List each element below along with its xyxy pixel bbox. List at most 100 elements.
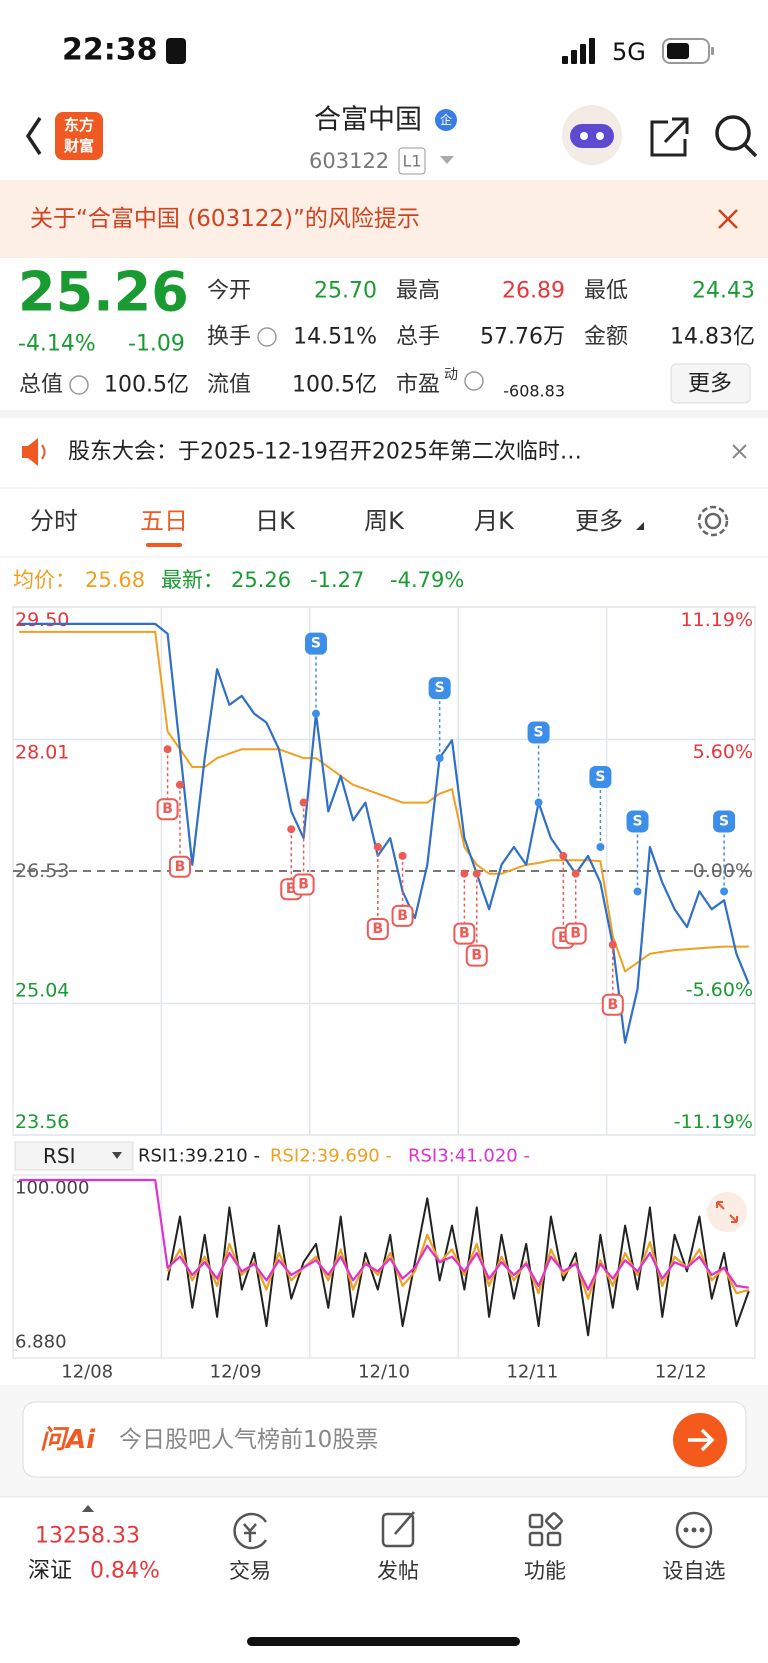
trade-badge: [391, 904, 414, 927]
logo-text: 东方: [64, 116, 94, 134]
risk-text[interactable]: 关于“合富中国 (603122)”的风险提示: [30, 206, 420, 232]
field-label: 最低: [584, 279, 628, 304]
trade-label: S: [595, 769, 605, 785]
tab[interactable]: 月K: [474, 507, 515, 535]
close-button[interactable]: [732, 444, 747, 459]
tab[interactable]: 分时: [30, 507, 78, 535]
field-value: 14.51%: [293, 325, 377, 350]
change-amount: -1.09: [128, 332, 185, 357]
index-change[interactable]: 0.84%: [90, 1559, 160, 1584]
more-label[interactable]: 更多: [688, 372, 732, 397]
x-tick-label: 12/10: [358, 1362, 410, 1383]
plot-frame: [12, 1174, 756, 1359]
speaker-icon: [22, 438, 46, 466]
trade-point: [472, 869, 481, 878]
watchlist-icon[interactable]: [675, 1511, 713, 1549]
y-tick-label: 25.04: [15, 979, 69, 1001]
trade-label: B: [372, 921, 383, 937]
trade-point: [571, 869, 580, 878]
level-box: [398, 147, 426, 175]
trade-badge: [601, 993, 624, 1016]
trade-point: [435, 754, 444, 763]
summary-text: -1.27: [310, 568, 364, 592]
dropdown-arrow[interactable]: [112, 1152, 122, 1159]
trade-badge: [465, 944, 488, 967]
arrow-icon: [688, 1428, 715, 1452]
expand-button[interactable]: [707, 1192, 747, 1232]
legend-entry: RSI1:39.210 -: [138, 1146, 260, 1167]
index-arrow: [82, 1505, 94, 1512]
back-button[interactable]: [25, 117, 42, 155]
field-value: 24.43: [692, 279, 755, 304]
nav-label[interactable]: 功能: [524, 1559, 566, 1583]
ai-placeholder[interactable]: 今日股吧人气榜前10股票: [119, 1427, 378, 1453]
tab-bar: 分时 五日 日K 周K 月K 更多: [30, 507, 644, 547]
field-value: 100.5亿: [292, 373, 377, 398]
indicator-label[interactable]: RSI: [43, 1144, 76, 1168]
trade-badge: [366, 918, 389, 940]
nav-label[interactable]: 交易: [229, 1559, 271, 1583]
trade-label: S: [719, 813, 729, 829]
tab[interactable]: 日K: [255, 507, 296, 535]
info-icon[interactable]: [69, 375, 89, 395]
trade-point: [720, 887, 729, 896]
notice-text[interactable]: 股东大会：于2025-12-19召开2025年第二次临时…: [68, 440, 582, 465]
badge: [435, 109, 457, 131]
avatar-eye: [596, 132, 604, 140]
search-button[interactable]: [715, 115, 758, 158]
trade-point: [163, 745, 172, 754]
info-icon[interactable]: [257, 327, 277, 347]
level-label: L1: [402, 152, 421, 171]
y2-tick-label: 5.60%: [693, 741, 753, 763]
field-label: 金额: [584, 325, 628, 350]
indicator-selector[interactable]: [14, 1141, 134, 1171]
trade-label: B: [558, 930, 569, 946]
avatar-face: [570, 124, 614, 148]
trade-point: [287, 825, 296, 834]
y-tick-label: 29.50: [15, 609, 69, 631]
field-label: 最高: [396, 279, 440, 304]
trade-icon[interactable]: [233, 1512, 268, 1550]
nav-label[interactable]: 设自选: [663, 1559, 726, 1583]
trade-point: [534, 798, 543, 807]
field-label: 总手: [396, 325, 440, 350]
more-button[interactable]: [670, 363, 751, 404]
risk-banner[interactable]: [0, 180, 768, 258]
tab-indicator: [146, 543, 182, 547]
index-name[interactable]: 深证: [28, 1559, 72, 1584]
tab[interactable]: 更多: [575, 507, 623, 535]
tab[interactable]: 五日: [140, 507, 188, 535]
nav-label[interactable]: 发帖: [377, 1559, 419, 1583]
post-icon[interactable]: [381, 1511, 415, 1548]
y2-tick-label: 0.00%: [693, 860, 753, 882]
stock-code: 603122: [309, 149, 389, 173]
trade-point: [311, 709, 320, 718]
function-icon[interactable]: [528, 1512, 563, 1547]
info-icon[interactable]: [464, 371, 484, 391]
signal-icon: [562, 38, 595, 64]
trade-badge: [589, 766, 612, 788]
trade-point: [175, 780, 184, 789]
dropdown-arrow[interactable]: [440, 156, 454, 164]
y2-tick-label: -5.60%: [686, 979, 753, 1001]
badge-text: 企: [440, 112, 452, 127]
trade-point: [460, 869, 469, 878]
logo-text: 财富: [64, 137, 94, 155]
index-value[interactable]: 13258.33: [35, 1524, 140, 1549]
summary-text: 25.26: [231, 568, 291, 592]
dropdown-arrow[interactable]: [636, 522, 644, 530]
trade-label: B: [286, 881, 297, 897]
divider: [0, 410, 768, 418]
trade-badge: [713, 810, 736, 833]
app-logo: [55, 112, 103, 160]
trade-point: [373, 843, 382, 851]
status-icon: [166, 38, 186, 64]
trade-label: B: [175, 859, 186, 875]
close-button[interactable]: [718, 209, 738, 229]
share-button[interactable]: [650, 117, 689, 157]
intraday-chart: 均价： 25.68 最新： 25.26 -1.27 -4.79% 29.50 28.01 26.…: [12, 568, 756, 1136]
ai-input[interactable]: [22, 1401, 747, 1478]
tab[interactable]: 周K: [364, 507, 405, 535]
settings-button[interactable]: [697, 505, 729, 537]
